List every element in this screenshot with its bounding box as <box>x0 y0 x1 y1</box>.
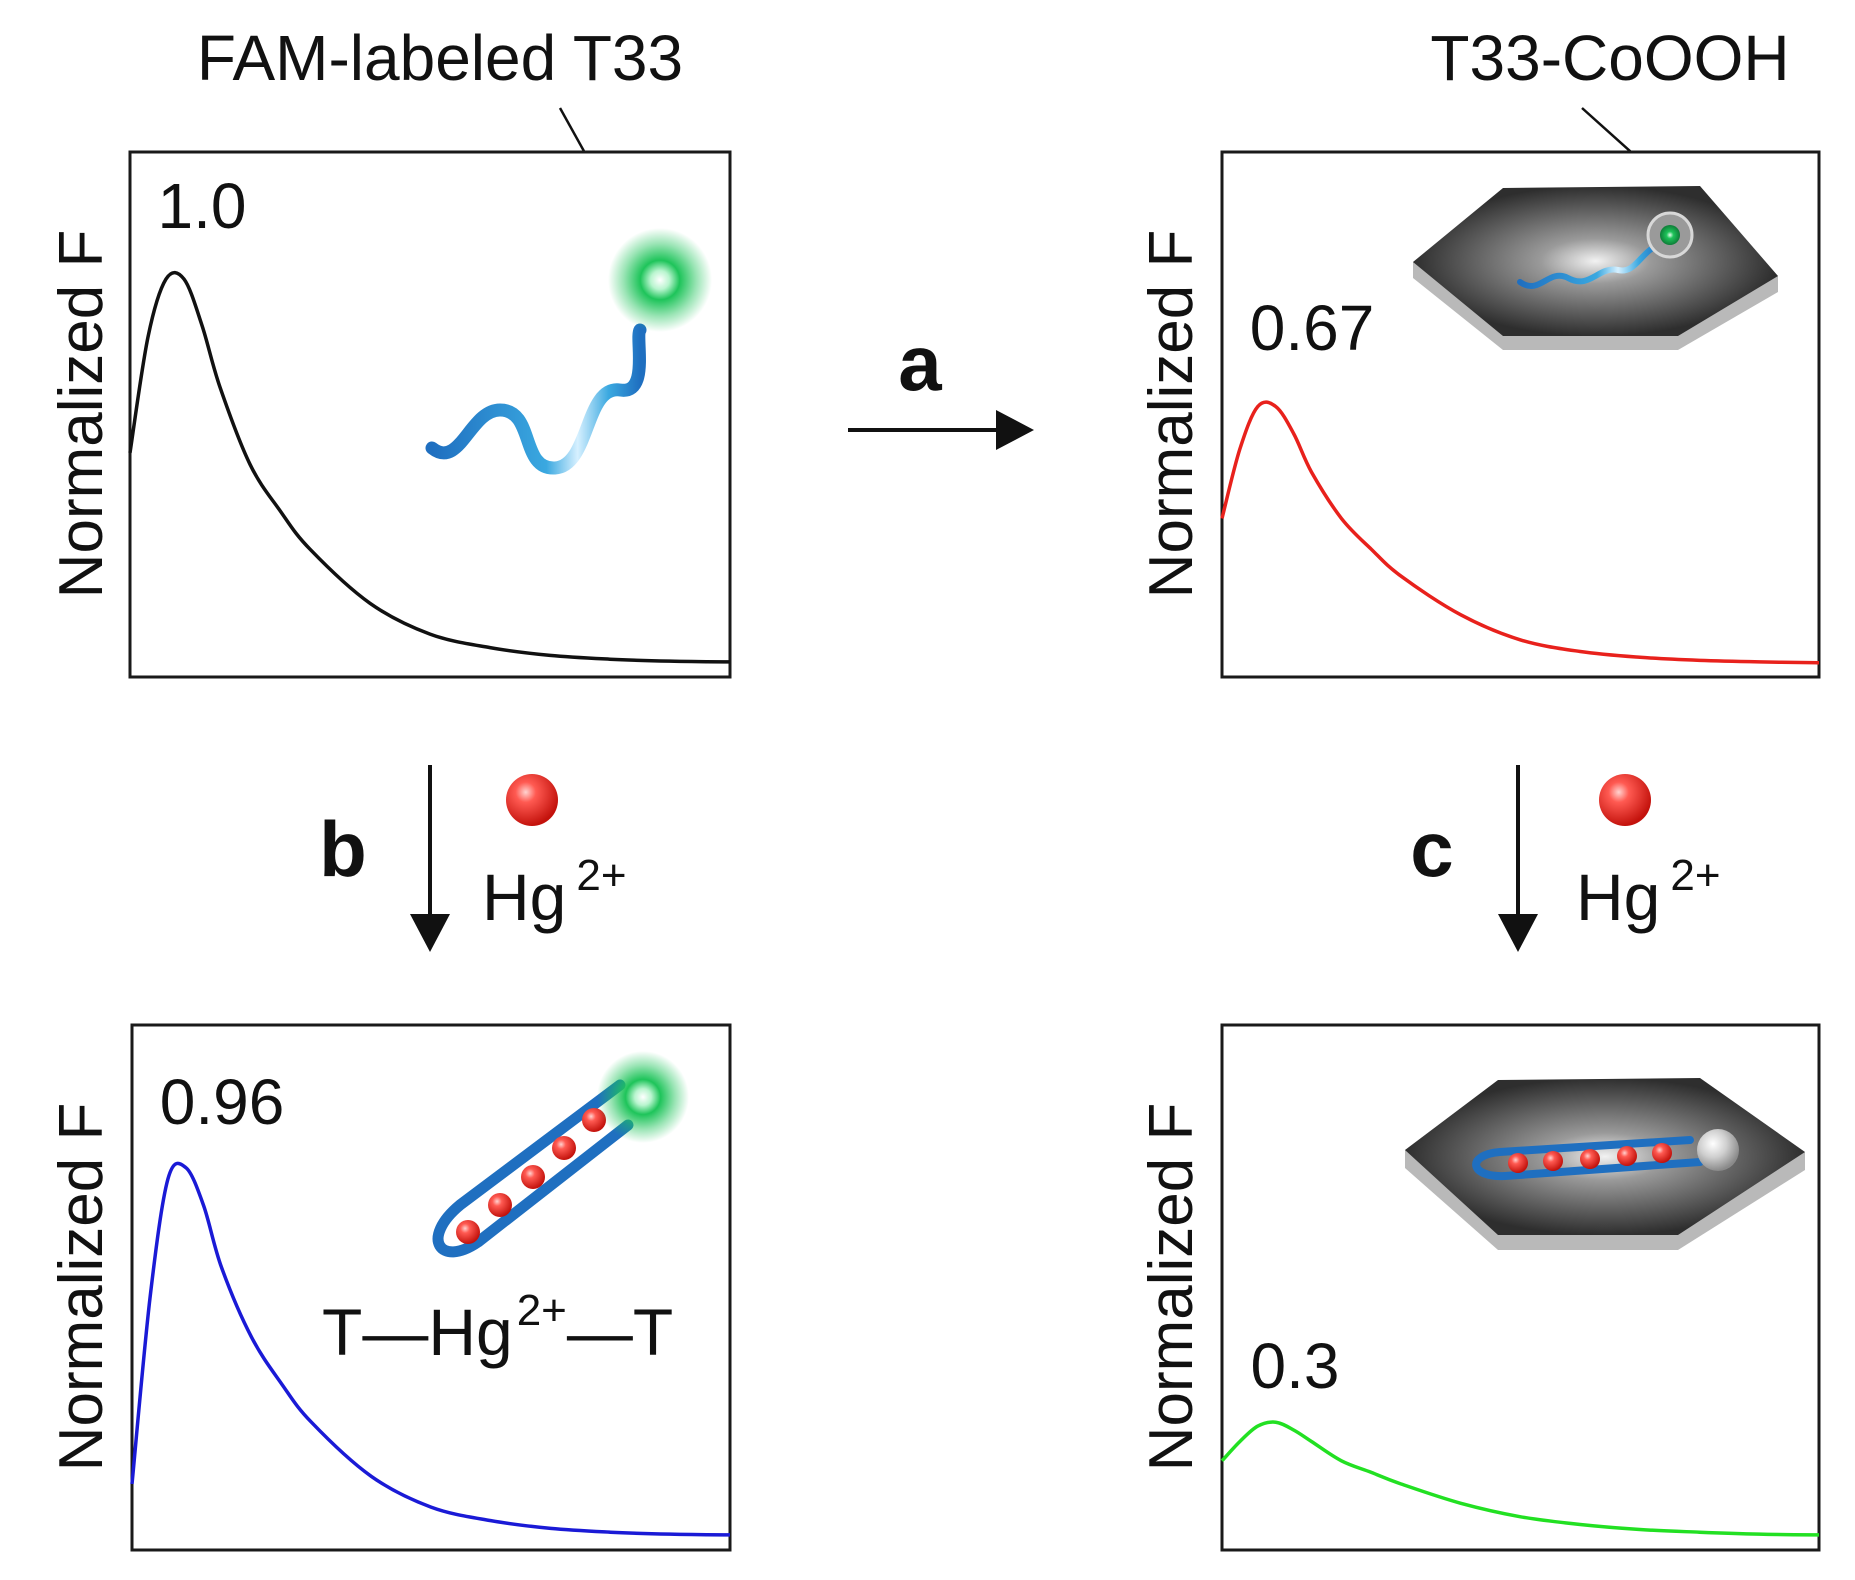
step-b-label: b <box>319 805 367 893</box>
peak-value-label: 0.3 <box>1251 1330 1340 1402</box>
panel-fam-t33: Normalized F 1.0 <box>47 150 732 679</box>
hg-ion-icon <box>1599 774 1651 826</box>
fam-fluorophore-glow <box>608 228 712 332</box>
hg-ion <box>1580 1149 1600 1169</box>
hg-ion-label: Hg 2+ <box>482 851 627 934</box>
spectrum-curve <box>1220 1420 1820 1537</box>
panel-t-hg-t: Normalized F 0.96 T—Hg2+—T <box>47 1023 732 1552</box>
y-axis-label: Normalized F <box>47 1103 116 1472</box>
peak-value-label: 1.0 <box>158 170 247 242</box>
hg-ion <box>488 1193 512 1217</box>
hg-ion <box>582 1108 606 1132</box>
title-t33-cooh: T33-CoOOH <box>1430 22 1789 94</box>
arrow-a-head <box>996 410 1034 450</box>
spectrum-curve <box>128 270 731 664</box>
dna-strand <box>1517 241 1663 289</box>
hg-ion <box>1617 1146 1637 1166</box>
fam-fluorophore-core <box>1660 225 1680 245</box>
step-c-label: c <box>1410 805 1453 893</box>
hg-ion <box>1508 1153 1528 1173</box>
arrow-b-head <box>410 914 450 952</box>
fam-fluorophore-quenched <box>1697 1129 1739 1171</box>
y-axis-label: Normalized F <box>1137 1103 1206 1472</box>
dna-strand <box>1472 1136 1704 1181</box>
hg-ion <box>1543 1151 1563 1171</box>
cooh-nanosheet <box>1413 186 1778 350</box>
dna-strand <box>425 323 647 475</box>
fam-fluorophore-glow <box>597 1051 689 1143</box>
plot-frame <box>130 1023 732 1552</box>
hg-ion-label: Hg 2+ <box>1576 851 1721 934</box>
hairpin-complex <box>432 1051 689 1258</box>
step-a-label: a <box>898 319 942 407</box>
hg-ion <box>552 1136 576 1160</box>
arrow-c-head <box>1498 914 1538 952</box>
panel-t33-cooh: Normalized F 0.67 <box>1137 150 1821 679</box>
t-hg-t-label: T—Hg2+—T <box>322 1286 673 1369</box>
panel-t-hg-t-cooh: Normalized F 0.3 <box>1137 1023 1821 1552</box>
hg-ion <box>1652 1143 1672 1163</box>
spectrum-curve <box>130 1161 731 1537</box>
hg-ion <box>456 1220 480 1244</box>
cooh-nanosheet <box>1405 1078 1805 1250</box>
hg-ion-icon <box>506 774 558 826</box>
title-fam-labeled-t33: FAM-labeled T33 <box>197 22 683 94</box>
dna-strand <box>432 1079 634 1258</box>
spectrum-curve <box>1220 400 1820 665</box>
peak-value-label: 0.67 <box>1250 292 1375 364</box>
hg-ion <box>521 1165 545 1189</box>
y-axis-label: Normalized F <box>1137 230 1206 599</box>
y-axis-label: Normalized F <box>47 230 116 599</box>
peak-value-label: 0.96 <box>160 1066 285 1138</box>
